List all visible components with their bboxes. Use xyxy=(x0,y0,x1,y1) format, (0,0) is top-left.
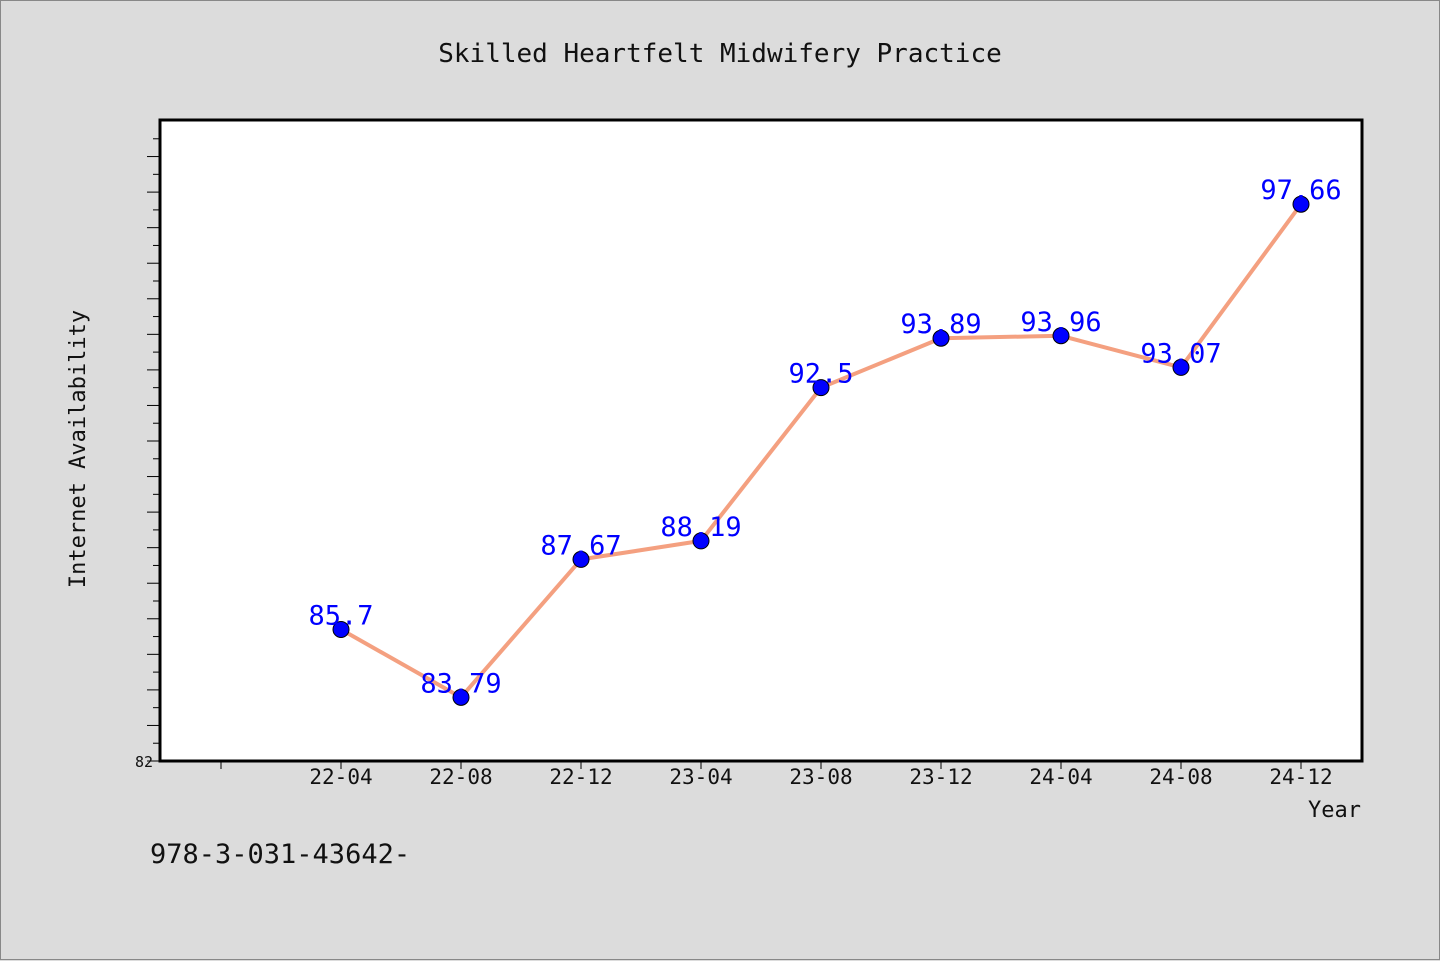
x-axis-label: Year xyxy=(1308,798,1361,823)
data-label: 97.66 xyxy=(1260,175,1341,206)
data-point xyxy=(812,379,830,397)
y-tick-label: 82 xyxy=(135,753,153,771)
x-tick-label: 24-08 xyxy=(1149,765,1212,789)
data-point xyxy=(1292,195,1310,213)
data-point xyxy=(692,532,710,550)
data-series: 85.7 83.79 87.67 88.19 92.5 93.89 93.96 93.07 97… xyxy=(308,175,1342,706)
data-point xyxy=(332,620,350,638)
x-tick-label: 23-04 xyxy=(669,765,732,789)
x-tick-label: 22-12 xyxy=(549,765,612,789)
data-point xyxy=(452,688,470,706)
x-tick-label: 22-04 xyxy=(309,765,372,789)
data-label: 93.89 xyxy=(900,309,981,340)
plot-area xyxy=(158,118,1364,763)
data-label: 88.19 xyxy=(660,512,741,543)
data-label: 92.5 xyxy=(788,359,853,390)
x-axis-ticks: 22-04 22-08 22-12 23-04 23-08 23-12 24-04 24-08… xyxy=(220,761,1333,789)
x-tick-label: 23-08 xyxy=(789,765,852,789)
data-point xyxy=(1052,327,1070,345)
data-point xyxy=(932,329,950,347)
data-label: 87.67 xyxy=(540,530,621,561)
chart-title: Skilled Heartfelt Midwifery Practice xyxy=(438,39,1002,69)
footnote-text: 978-3-031-43642- xyxy=(150,839,410,870)
data-label: 93.96 xyxy=(1020,307,1101,338)
x-tick-label: 22-08 xyxy=(429,765,492,789)
y-axis-ticks: 82 xyxy=(135,138,161,771)
data-point xyxy=(572,550,590,568)
data-label: 85.7 xyxy=(308,600,373,631)
x-tick-label: 23-12 xyxy=(909,765,972,789)
x-tick-label: 24-12 xyxy=(1269,765,1332,789)
y-axis-label: Internet Availability xyxy=(66,310,91,588)
data-label: 93.07 xyxy=(1140,338,1221,369)
data-label: 83.79 xyxy=(420,668,501,699)
x-tick-label: 24-04 xyxy=(1029,765,1092,789)
data-point xyxy=(1172,358,1190,376)
